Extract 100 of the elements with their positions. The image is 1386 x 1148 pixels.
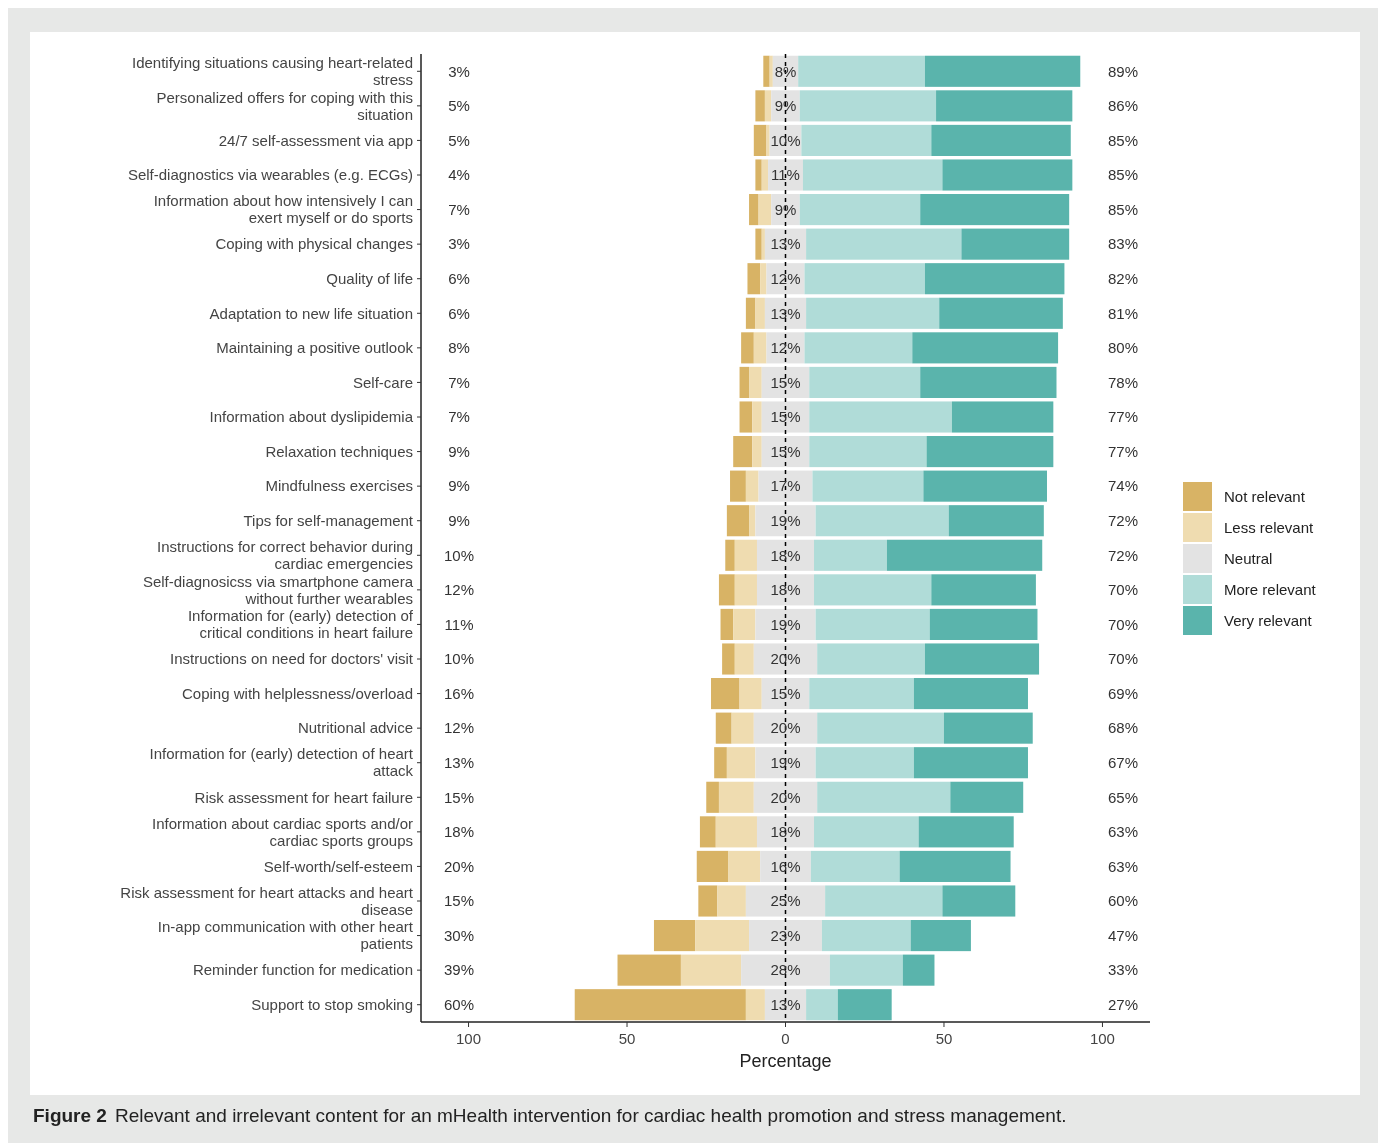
bar <box>731 712 754 744</box>
annotation: 6% <box>448 304 470 322</box>
legend-label: Very relevant <box>1224 612 1313 630</box>
bar <box>699 816 716 848</box>
bar <box>798 55 925 87</box>
bar <box>926 436 1054 468</box>
bar <box>815 608 930 640</box>
annotation: 39% <box>444 961 475 979</box>
y-tick-label: Coping with helplessness/overload <box>182 684 413 702</box>
bar <box>948 505 1044 537</box>
bar <box>817 712 944 744</box>
y-tick-label: Mindfulness exercises <box>265 477 413 495</box>
x-tick-label: 50 <box>935 1030 953 1047</box>
y-tick-label: Identifying situations causing heart-related stress <box>131 54 413 89</box>
annotation: 9% <box>448 477 470 495</box>
bar <box>924 643 1040 675</box>
y-tick-label: Information for (early) detection of critical conditions in heart failure <box>187 607 414 642</box>
annotation: 18% <box>444 823 475 841</box>
annotation: 9% <box>448 511 470 529</box>
annotation: 7% <box>448 200 470 218</box>
y-tick-label: Instructions for correct behavior during cardiac emergencies <box>157 538 413 573</box>
y-tick-label: Nutritional advice <box>297 719 413 737</box>
bar <box>815 505 949 537</box>
data-label: 19% <box>770 511 801 529</box>
bar <box>753 643 818 675</box>
bar <box>755 297 765 329</box>
y-tick-label: Maintaining a positive outlook <box>216 339 414 357</box>
data-label: 19% <box>770 753 801 771</box>
bar <box>950 781 1024 813</box>
annotation: 12% <box>444 719 475 737</box>
bar <box>761 228 765 260</box>
bar <box>936 90 1073 122</box>
annotation: 7% <box>448 408 470 426</box>
x-tick-label: 100 <box>456 1030 482 1047</box>
bar <box>734 539 757 571</box>
data-label: 13% <box>770 235 801 253</box>
annotation: 12% <box>444 581 475 599</box>
data-label: 12% <box>770 269 801 287</box>
x-tick-label: 100 <box>1089 1030 1115 1047</box>
annotation: 70% <box>1108 615 1139 633</box>
bar <box>755 90 765 122</box>
bar <box>722 643 735 675</box>
annotation: 33% <box>1108 961 1139 979</box>
legend-label: Less relevant <box>1224 519 1315 537</box>
bar <box>920 194 1070 226</box>
data-label: 20% <box>770 650 801 668</box>
bar <box>749 505 756 537</box>
bar <box>942 885 1016 917</box>
bar <box>698 885 718 917</box>
annotation: 8% <box>448 339 470 357</box>
data-label: 15% <box>770 442 801 460</box>
bar <box>739 366 750 398</box>
bar <box>929 608 1038 640</box>
bar <box>924 263 1065 295</box>
bar <box>814 574 932 606</box>
bar <box>766 124 770 156</box>
bar <box>817 643 925 675</box>
bar <box>726 747 756 779</box>
annotation: 77% <box>1108 408 1139 426</box>
annotation: 15% <box>444 892 475 910</box>
annotation: 69% <box>1108 684 1139 702</box>
annotation: 10% <box>444 650 475 668</box>
annotation: 83% <box>1108 235 1139 253</box>
bar <box>931 574 1036 606</box>
bar <box>806 989 838 1021</box>
data-label: 15% <box>770 684 801 702</box>
annotation: 13% <box>444 753 475 771</box>
bar <box>902 954 935 986</box>
data-label: 20% <box>770 719 801 737</box>
bar <box>817 781 951 813</box>
bar <box>913 747 1028 779</box>
bar <box>918 816 1014 848</box>
bar <box>769 55 773 87</box>
bar <box>747 263 761 295</box>
bar <box>696 850 729 882</box>
bar <box>739 678 762 710</box>
data-label: 28% <box>770 961 801 979</box>
bar <box>706 781 719 813</box>
y-tick-label: Reminder function for medication <box>192 961 413 979</box>
y-tick-label: Information about how intensively I can exert myself or do sports <box>153 192 413 227</box>
bar <box>734 574 757 606</box>
bar <box>812 470 924 502</box>
annotation: 5% <box>448 131 470 149</box>
y-tick-label: Risk assessment for heart failure <box>194 788 413 806</box>
x-axis-title: Percentage <box>739 1051 832 1071</box>
y-tick-label: Information about cardiac sports and/or cardiac sports groups <box>152 814 413 849</box>
bar <box>726 505 750 537</box>
annotation: 3% <box>448 62 470 80</box>
y-tick-label: Self-care <box>352 373 413 391</box>
data-label: 20% <box>770 788 801 806</box>
annotation: 10% <box>444 546 475 564</box>
data-label: 18% <box>770 823 801 841</box>
annotation: 27% <box>1108 995 1139 1013</box>
data-label: 9% <box>774 200 797 218</box>
bar <box>806 297 940 329</box>
bar <box>815 747 914 779</box>
data-label: 10% <box>770 131 801 149</box>
legend-label: More relevant <box>1224 581 1317 599</box>
x-tick-label: 50 <box>618 1030 636 1047</box>
annotation: 63% <box>1108 857 1139 875</box>
